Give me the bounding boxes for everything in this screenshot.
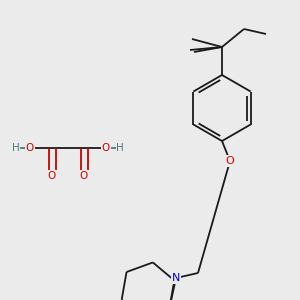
Text: H: H (116, 143, 124, 153)
Text: O: O (102, 143, 110, 153)
Text: O: O (26, 143, 34, 153)
Text: H: H (12, 143, 20, 153)
Text: O: O (48, 171, 56, 181)
Text: O: O (80, 171, 88, 181)
Text: N: N (172, 273, 180, 283)
Text: O: O (226, 156, 234, 166)
